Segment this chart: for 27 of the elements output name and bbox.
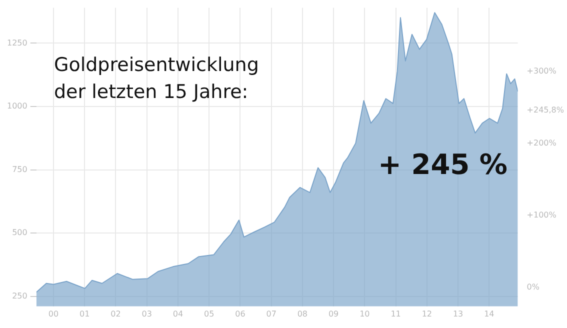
x-tick-label: 11 [390,309,401,318]
y-tick-label: 750 [12,164,28,174]
x-tick-label: 06 [235,309,246,318]
x-tick-label: 04 [172,309,184,318]
y-tick-label: 250 [12,291,28,300]
y-tick-label: 1000 [7,102,28,111]
y2-tick-label: +245,8% [526,105,564,114]
x-tick-label: 08 [297,309,308,318]
y2-tick-label: 0% [526,282,540,292]
x-tick-label: 00 [48,309,59,318]
annotation: + 245 % [378,148,508,181]
x-tick-label: 10 [360,309,370,318]
x-tick-label: 02 [110,309,121,318]
y2-tick-label: +300% [526,66,557,76]
x-tick-label: 09 [328,309,339,318]
x-tick-label: 13 [452,309,464,318]
y2-tick-label: +100% [526,210,557,220]
x-tick-label: 12 [422,309,432,318]
x-tick-label: 14 [484,309,494,318]
y-tick-label: 1250 [7,38,28,48]
x-tick-label: 01 [80,309,90,318]
x-tick-label: 05 [204,309,214,318]
y2-tick-label: +200% [526,138,557,148]
x-tick-label: 07 [266,309,276,318]
y-tick-label: 500 [12,228,28,238]
x-tick-label: 03 [142,309,152,318]
text: Goldpreisentwicklung der letzten 15 Jahre: [54,53,259,105]
